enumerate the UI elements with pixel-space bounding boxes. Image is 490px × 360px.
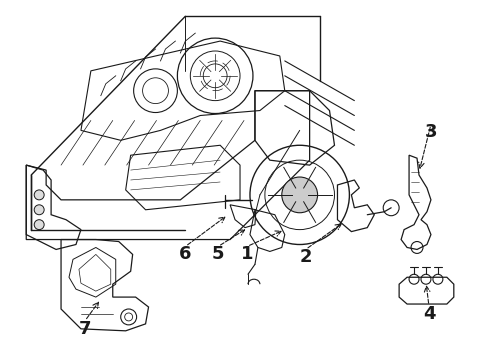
Text: 2: 2 bbox=[299, 248, 312, 266]
Text: 4: 4 bbox=[423, 305, 435, 323]
Text: 7: 7 bbox=[79, 320, 91, 338]
Circle shape bbox=[34, 190, 44, 200]
Text: 1: 1 bbox=[241, 246, 253, 264]
Circle shape bbox=[282, 177, 318, 213]
Circle shape bbox=[34, 205, 44, 215]
Text: 6: 6 bbox=[179, 246, 192, 264]
Circle shape bbox=[34, 220, 44, 230]
Text: 3: 3 bbox=[425, 123, 437, 141]
Text: 5: 5 bbox=[212, 246, 224, 264]
